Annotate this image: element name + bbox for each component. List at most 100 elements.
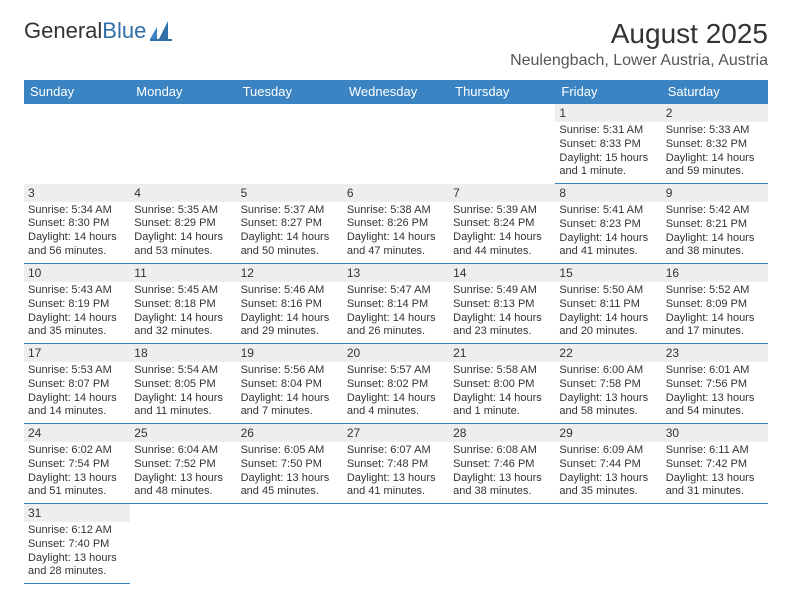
calendar-cell: 16Sunrise: 5:52 AMSunset: 8:09 PMDayligh… — [662, 264, 768, 344]
sunrise-line: Sunrise: 6:11 AM — [666, 444, 764, 458]
day-details: Sunrise: 6:11 AMSunset: 7:42 PMDaylight:… — [662, 442, 768, 503]
sunset-line: Sunset: 7:58 PM — [559, 378, 657, 392]
daylight-line: Daylight: 14 hours and 38 minutes. — [666, 232, 764, 260]
sunrise-line: Sunrise: 5:33 AM — [666, 124, 764, 138]
calendar-cell: 29Sunrise: 6:09 AMSunset: 7:44 PMDayligh… — [555, 424, 661, 504]
calendar-cell: 15Sunrise: 5:50 AMSunset: 8:11 PMDayligh… — [555, 264, 661, 344]
day-details: Sunrise: 5:45 AMSunset: 8:18 PMDaylight:… — [130, 282, 236, 343]
sunset-line: Sunset: 8:27 PM — [241, 217, 339, 231]
day-details: Sunrise: 5:42 AMSunset: 8:21 PMDaylight:… — [662, 202, 768, 263]
daylight-line: Daylight: 13 hours and 51 minutes. — [28, 472, 126, 500]
sunrise-line: Sunrise: 5:42 AM — [666, 204, 764, 218]
daylight-line: Daylight: 13 hours and 54 minutes. — [666, 392, 764, 420]
sunrise-line: Sunrise: 5:39 AM — [453, 204, 551, 218]
sunrise-line: Sunrise: 5:57 AM — [347, 364, 445, 378]
calendar-cell: 11Sunrise: 5:45 AMSunset: 8:18 PMDayligh… — [130, 264, 236, 344]
day-details: Sunrise: 5:46 AMSunset: 8:16 PMDaylight:… — [237, 282, 343, 343]
sunset-line: Sunset: 8:23 PM — [559, 218, 657, 232]
day-number: 4 — [130, 184, 236, 202]
daylight-line: Daylight: 14 hours and 7 minutes. — [241, 392, 339, 420]
sunset-line: Sunset: 7:44 PM — [559, 458, 657, 472]
day-details: Sunrise: 6:12 AMSunset: 7:40 PMDaylight:… — [24, 522, 130, 583]
location-subtitle: Neulengbach, Lower Austria, Austria — [510, 52, 768, 70]
sunset-line: Sunset: 7:54 PM — [28, 458, 126, 472]
calendar-cell — [237, 104, 343, 184]
day-details: Sunrise: 5:41 AMSunset: 8:23 PMDaylight:… — [555, 202, 661, 263]
daylight-line: Daylight: 14 hours and 26 minutes. — [347, 312, 445, 340]
sunset-line: Sunset: 8:19 PM — [28, 298, 126, 312]
day-details: Sunrise: 6:02 AMSunset: 7:54 PMDaylight:… — [24, 442, 130, 503]
calendar-cell: 20Sunrise: 5:57 AMSunset: 8:02 PMDayligh… — [343, 344, 449, 424]
sunset-line: Sunset: 8:24 PM — [453, 217, 551, 231]
sunrise-line: Sunrise: 6:05 AM — [241, 444, 339, 458]
calendar-cell: 8Sunrise: 5:41 AMSunset: 8:23 PMDaylight… — [555, 184, 661, 264]
day-number: 3 — [24, 184, 130, 202]
calendar-cell — [662, 504, 768, 584]
day-number: 12 — [237, 264, 343, 282]
sunrise-line: Sunrise: 5:52 AM — [666, 284, 764, 298]
day-details: Sunrise: 6:05 AMSunset: 7:50 PMDaylight:… — [237, 442, 343, 503]
calendar-cell: 1Sunrise: 5:31 AMSunset: 8:33 PMDaylight… — [555, 104, 661, 184]
day-details: Sunrise: 5:56 AMSunset: 8:04 PMDaylight:… — [237, 362, 343, 423]
day-details: Sunrise: 6:01 AMSunset: 7:56 PMDaylight:… — [662, 362, 768, 423]
logo-text-blue: Blue — [102, 18, 146, 44]
day-number: 25 — [130, 424, 236, 442]
day-number: 15 — [555, 264, 661, 282]
day-details: Sunrise: 5:37 AMSunset: 8:27 PMDaylight:… — [237, 202, 343, 263]
sunrise-line: Sunrise: 5:38 AM — [347, 204, 445, 218]
sunset-line: Sunset: 8:21 PM — [666, 218, 764, 232]
sunset-line: Sunset: 8:00 PM — [453, 378, 551, 392]
sunset-line: Sunset: 7:48 PM — [347, 458, 445, 472]
day-number: 24 — [24, 424, 130, 442]
sunrise-line: Sunrise: 6:01 AM — [666, 364, 764, 378]
calendar-cell: 30Sunrise: 6:11 AMSunset: 7:42 PMDayligh… — [662, 424, 768, 504]
sunset-line: Sunset: 8:16 PM — [241, 298, 339, 312]
sunrise-line: Sunrise: 5:46 AM — [241, 284, 339, 298]
sunrise-line: Sunrise: 6:12 AM — [28, 524, 126, 538]
sunrise-line: Sunrise: 5:43 AM — [28, 284, 126, 298]
day-details: Sunrise: 6:00 AMSunset: 7:58 PMDaylight:… — [555, 362, 661, 423]
calendar-cell: 18Sunrise: 5:54 AMSunset: 8:05 PMDayligh… — [130, 344, 236, 424]
sunset-line: Sunset: 8:07 PM — [28, 378, 126, 392]
day-number: 10 — [24, 264, 130, 282]
sunrise-line: Sunrise: 5:53 AM — [28, 364, 126, 378]
day-number: 1 — [555, 104, 661, 122]
day-number: 9 — [662, 184, 768, 202]
sunrise-line: Sunrise: 6:07 AM — [347, 444, 445, 458]
calendar-cell: 4Sunrise: 5:35 AMSunset: 8:29 PMDaylight… — [130, 184, 236, 264]
logo-text-general: General — [24, 18, 102, 44]
calendar-cell: 23Sunrise: 6:01 AMSunset: 7:56 PMDayligh… — [662, 344, 768, 424]
sunset-line: Sunset: 8:02 PM — [347, 378, 445, 392]
sunset-line: Sunset: 7:40 PM — [28, 538, 126, 552]
daylight-line: Daylight: 14 hours and 1 minute. — [453, 392, 551, 420]
day-details: Sunrise: 6:07 AMSunset: 7:48 PMDaylight:… — [343, 442, 449, 503]
daylight-line: Daylight: 14 hours and 32 minutes. — [134, 312, 232, 340]
day-number: 14 — [449, 264, 555, 282]
month-title: August 2025 — [510, 18, 768, 50]
daylight-line: Daylight: 14 hours and 59 minutes. — [666, 152, 764, 180]
sunset-line: Sunset: 8:29 PM — [134, 217, 232, 231]
day-number: 28 — [449, 424, 555, 442]
daylight-line: Daylight: 14 hours and 11 minutes. — [134, 392, 232, 420]
calendar-table: SundayMondayTuesdayWednesdayThursdayFrid… — [24, 80, 768, 584]
calendar-cell: 14Sunrise: 5:49 AMSunset: 8:13 PMDayligh… — [449, 264, 555, 344]
sunrise-line: Sunrise: 5:47 AM — [347, 284, 445, 298]
daylight-line: Daylight: 14 hours and 44 minutes. — [453, 231, 551, 259]
calendar-cell — [449, 104, 555, 184]
daylight-line: Daylight: 13 hours and 58 minutes. — [559, 392, 657, 420]
day-details: Sunrise: 5:35 AMSunset: 8:29 PMDaylight:… — [130, 202, 236, 263]
day-details: Sunrise: 5:49 AMSunset: 8:13 PMDaylight:… — [449, 282, 555, 343]
daylight-line: Daylight: 13 hours and 41 minutes. — [347, 472, 445, 500]
calendar-cell: 24Sunrise: 6:02 AMSunset: 7:54 PMDayligh… — [24, 424, 130, 504]
calendar-cell: 10Sunrise: 5:43 AMSunset: 8:19 PMDayligh… — [24, 264, 130, 344]
day-details: Sunrise: 5:47 AMSunset: 8:14 PMDaylight:… — [343, 282, 449, 343]
day-number: 31 — [24, 504, 130, 522]
day-number: 11 — [130, 264, 236, 282]
day-details: Sunrise: 5:57 AMSunset: 8:02 PMDaylight:… — [343, 362, 449, 423]
sunrise-line: Sunrise: 5:31 AM — [559, 124, 657, 138]
daylight-line: Daylight: 14 hours and 41 minutes. — [559, 232, 657, 260]
calendar-cell — [343, 504, 449, 584]
sunrise-line: Sunrise: 5:58 AM — [453, 364, 551, 378]
sunset-line: Sunset: 8:14 PM — [347, 298, 445, 312]
day-number: 8 — [555, 184, 661, 202]
